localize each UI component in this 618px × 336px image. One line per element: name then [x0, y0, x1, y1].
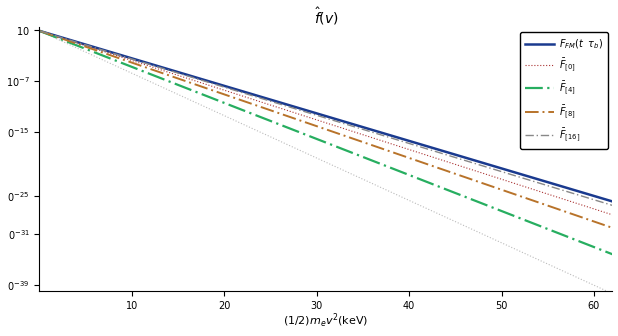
$\bar{F}_{[4]}$	[102, 54, 109, 58]
$\bar{F}_{[8]}$	[536, 201, 543, 205]
$\bar{F}_{[0]}$	[281, 108, 288, 112]
Line: $\bar{F}_{[4]}$: $\bar{F}_{[4]}$	[40, 31, 612, 254]
$F_{FM}(t\;\;\tau_b)$	[609, 200, 616, 204]
$\bar{F}_{[0]}$	[256, 99, 263, 103]
$\bar{F}_{[16]}$	[36, 29, 44, 33]
Line: $F_{FM}(t\;\;\tau_b)$: $F_{FM}(t\;\;\tau_b)$	[40, 31, 612, 202]
$\bar{F}_{[0]}$	[136, 61, 143, 65]
$\bar{F}_{[4]}$	[36, 29, 44, 33]
$\bar{F}_{[0]}$	[598, 209, 605, 213]
$F_{FM}(t\;\;\tau_b)$	[102, 48, 109, 52]
$F_{FM}(t\;\;\tau_b)$	[136, 58, 143, 62]
$\bar{F}_{[16]}$	[102, 49, 109, 53]
$F_{FM}(t\;\;\tau_b)$	[256, 94, 263, 98]
Title: $\hat{f}(v)$: $\hat{f}(v)$	[313, 6, 338, 27]
$\bar{F}_{[16]}$	[281, 103, 288, 108]
$\bar{F}_{[8]}$	[36, 29, 44, 33]
$\bar{F}_{[4]}$	[536, 224, 543, 228]
$\bar{F}_{[8]}$	[102, 51, 109, 55]
$\bar{F}_{[8]}$	[598, 222, 605, 226]
$\bar{F}_{[16]}$	[536, 181, 543, 185]
Legend: $F_{FM}(t\;\;\tau_b)$, $\bar{F}_{[0]}$, $\bar{F}_{[4]}$, $\bar{F}_{[8]}$, $\bar{: $F_{FM}(t\;\;\tau_b)$, $\bar{F}_{[0]}$, …	[520, 32, 607, 149]
$\bar{F}_{[0]}$	[536, 190, 543, 194]
Line: $\bar{F}_{[16]}$: $\bar{F}_{[16]}$	[40, 31, 612, 205]
$\bar{F}_{[0]}$	[102, 50, 109, 54]
$\bar{F}_{[8]}$	[136, 63, 143, 67]
$\bar{F}_{[16]}$	[136, 59, 143, 63]
$\bar{F}_{[4]}$	[136, 68, 143, 72]
X-axis label: $(1/2)m_ev^2(\mathrm{keV})$: $(1/2)m_ev^2(\mathrm{keV})$	[283, 312, 368, 330]
$\bar{F}_{[16]}$	[609, 203, 616, 207]
$\bar{F}_{[4]}$	[598, 248, 605, 252]
$\bar{F}_{[16]}$	[598, 200, 605, 204]
$\bar{F}_{[8]}$	[609, 226, 616, 230]
Line: $\bar{F}_{[8]}$: $\bar{F}_{[8]}$	[40, 31, 612, 228]
Line: $\bar{F}_{[0]}$: $\bar{F}_{[0]}$	[40, 31, 612, 215]
$\bar{F}_{[0]}$	[609, 213, 616, 217]
$F_{FM}(t\;\;\tau_b)$	[36, 29, 44, 33]
$\bar{F}_{[4]}$	[609, 252, 616, 256]
$\bar{F}_{[16]}$	[256, 96, 263, 100]
$F_{FM}(t\;\;\tau_b)$	[281, 102, 288, 106]
$\bar{F}_{[4]}$	[256, 115, 263, 119]
$\bar{F}_{[8]}$	[281, 113, 288, 117]
$\bar{F}_{[4]}$	[281, 124, 288, 128]
$\bar{F}_{[0]}$	[36, 29, 44, 33]
$F_{FM}(t\;\;\tau_b)$	[598, 196, 605, 200]
$\bar{F}_{[8]}$	[256, 104, 263, 109]
$F_{FM}(t\;\;\tau_b)$	[536, 178, 543, 182]
